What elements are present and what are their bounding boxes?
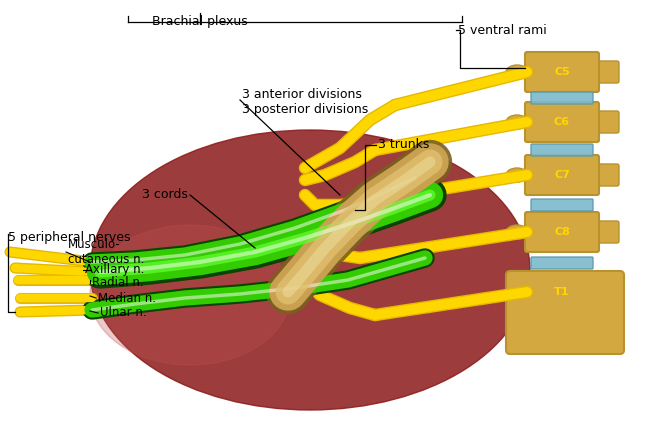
Text: 5 ventral rami: 5 ventral rami — [458, 23, 547, 36]
FancyBboxPatch shape — [593, 221, 619, 243]
FancyBboxPatch shape — [593, 61, 619, 83]
Text: 5 peripheral nerves: 5 peripheral nerves — [8, 232, 130, 245]
Ellipse shape — [506, 115, 528, 129]
Ellipse shape — [506, 225, 528, 239]
Ellipse shape — [506, 168, 528, 182]
FancyBboxPatch shape — [531, 257, 593, 269]
Text: Brachial plexus: Brachial plexus — [152, 15, 248, 28]
FancyBboxPatch shape — [593, 111, 619, 133]
Text: 3 trunks: 3 trunks — [378, 139, 430, 152]
FancyBboxPatch shape — [525, 155, 599, 195]
FancyBboxPatch shape — [525, 212, 599, 252]
Ellipse shape — [90, 225, 290, 365]
Text: C6: C6 — [554, 117, 570, 127]
FancyBboxPatch shape — [593, 281, 619, 303]
Text: Musculo-
cutaneous n.: Musculo- cutaneous n. — [68, 238, 145, 266]
Text: 3 anterior divisions
3 posterior divisions: 3 anterior divisions 3 posterior divisio… — [242, 88, 368, 116]
Text: Ulnar n.: Ulnar n. — [100, 306, 146, 320]
FancyBboxPatch shape — [531, 144, 593, 156]
Text: Radial n.: Radial n. — [92, 276, 144, 289]
FancyBboxPatch shape — [506, 271, 624, 354]
FancyBboxPatch shape — [531, 199, 593, 211]
Text: Median n.: Median n. — [98, 292, 156, 305]
FancyBboxPatch shape — [531, 92, 593, 104]
Text: C7: C7 — [554, 170, 570, 180]
Text: C8: C8 — [554, 227, 570, 237]
Text: C5: C5 — [554, 67, 570, 77]
Text: 3 cords: 3 cords — [142, 188, 188, 201]
FancyBboxPatch shape — [525, 52, 599, 92]
Ellipse shape — [506, 285, 528, 299]
FancyBboxPatch shape — [593, 164, 619, 186]
Ellipse shape — [90, 130, 530, 410]
FancyBboxPatch shape — [525, 102, 599, 142]
Ellipse shape — [506, 65, 528, 79]
Text: T1: T1 — [554, 287, 570, 297]
Text: Axillary n.: Axillary n. — [85, 264, 145, 276]
FancyBboxPatch shape — [525, 272, 599, 312]
